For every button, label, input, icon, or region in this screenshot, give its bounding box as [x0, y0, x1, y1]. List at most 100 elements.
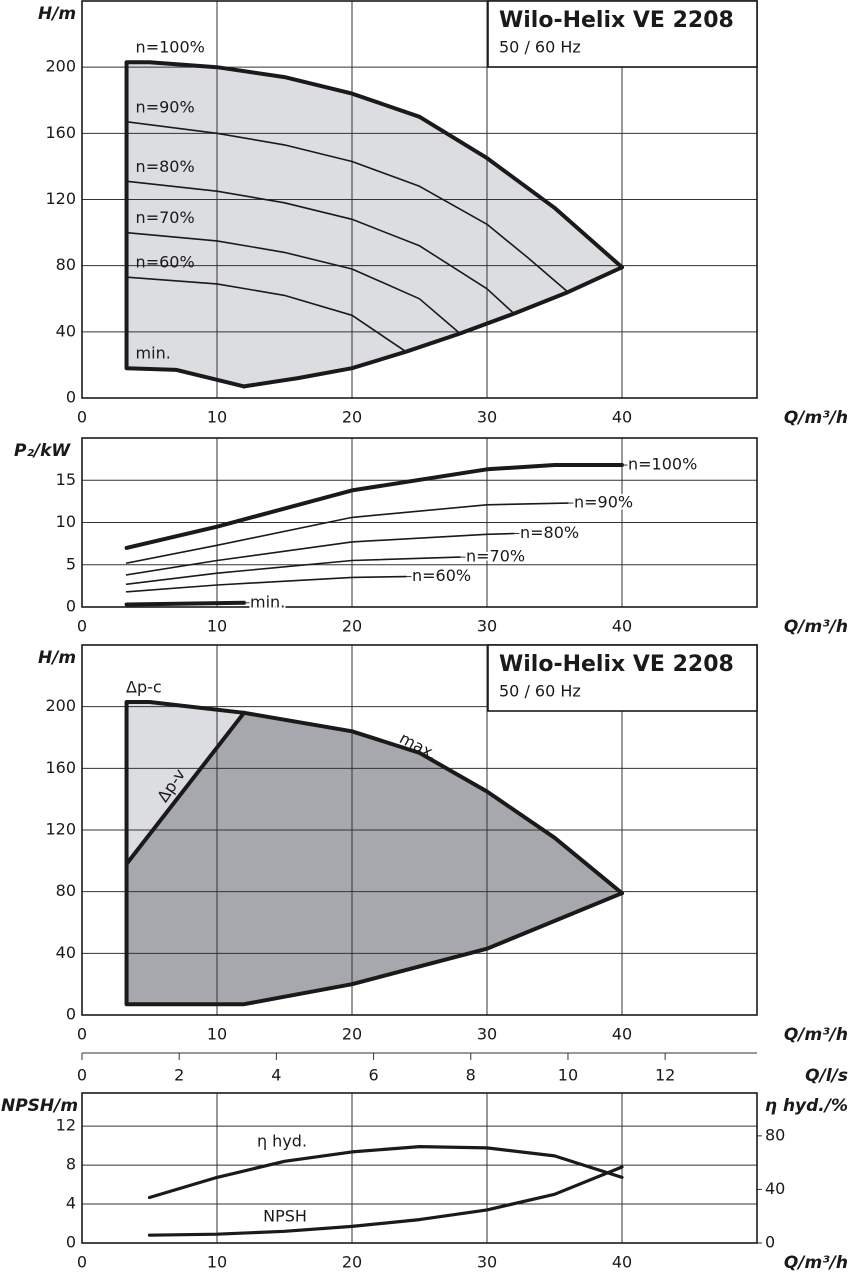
curve-label: n=80%: [520, 523, 579, 542]
curve-label: n=60%: [136, 253, 195, 272]
y2-tick-label: 0: [765, 1233, 775, 1252]
curve: [124, 60, 624, 270]
plot-frame: [81, 1092, 758, 1244]
curve: [124, 700, 624, 896]
x-tick-label: 30: [477, 617, 497, 636]
title-box: [487, 0, 758, 68]
curve: [147, 1145, 624, 1200]
y-tick-label: 40: [56, 943, 76, 962]
x-tick-label: 40: [612, 408, 632, 427]
curve: [124, 710, 246, 866]
y-tick-label: 12: [56, 1116, 76, 1135]
x-axis-label: Q/m³/h: [784, 1025, 848, 1045]
chart-title: Wilo-Helix VE 2208: [499, 8, 734, 33]
curve-label: n=90%: [136, 97, 195, 116]
curve: [124, 463, 624, 550]
y-tick-label: 0: [66, 1233, 76, 1252]
x-tick-label: 10: [207, 1253, 227, 1272]
y-tick-label: 4: [66, 1194, 76, 1213]
x-tick-label: 30: [477, 1025, 497, 1044]
y2-tick-label: 80: [765, 1125, 785, 1144]
curve: [242, 265, 624, 389]
curve-label: min.: [136, 344, 171, 363]
curve: [125, 121, 569, 293]
x-axis-label: Q/m³/h: [784, 617, 848, 637]
x-tick-label: 10: [207, 1025, 227, 1044]
x-tick-label: 40: [612, 617, 632, 636]
x-tick-label: 10: [207, 617, 227, 636]
operating-range: [126, 62, 622, 387]
y-axis-label: NPSH/m: [1, 1096, 78, 1116]
curve-label: n=100%: [628, 455, 697, 474]
x2-axis-label: Q/l/s: [805, 1066, 848, 1086]
x-tick-label: 0: [77, 1253, 87, 1272]
x2-tick-label: 12: [655, 1066, 675, 1085]
curve-label: n=70%: [136, 208, 195, 227]
y-tick-label: 80: [56, 255, 76, 274]
x-tick-label: 20: [342, 617, 362, 636]
x-tick-label: 40: [612, 1025, 632, 1044]
x2-tick-label: 4: [271, 1066, 281, 1085]
y-tick-label: 120: [45, 820, 76, 839]
y-tick-label: 10: [56, 512, 76, 531]
annotation: Δp-c: [126, 678, 162, 697]
curve-label: NPSH: [263, 1207, 307, 1226]
x-tick-label: 0: [77, 408, 87, 427]
curve-label: n=60%: [412, 566, 471, 585]
curve-label: n=80%: [136, 157, 195, 176]
curve: [147, 1165, 624, 1237]
y-axis-label: P₂/kW: [14, 441, 71, 461]
x-axis-label: Q/m³/h: [784, 408, 848, 428]
y-tick-label: 5: [66, 554, 76, 573]
x-tick-label: 10: [207, 408, 227, 427]
curve-label: n=70%: [466, 547, 525, 566]
y-axis-label: H/m: [38, 648, 76, 668]
y-tick-label: 200: [45, 57, 76, 76]
x2-tick-label: 6: [368, 1066, 378, 1085]
plot-frame: [81, 644, 758, 1016]
y-tick-label: 0: [66, 388, 76, 407]
curve: [124, 891, 624, 1007]
x-tick-label: 30: [477, 1253, 497, 1272]
chart-subtitle: 50 / 60 Hz: [499, 38, 581, 57]
x2-tick-label: 10: [558, 1066, 578, 1085]
y-tick-label: 160: [45, 123, 76, 142]
x-tick-label: 20: [342, 408, 362, 427]
y-tick-label: 15: [56, 470, 76, 489]
y-tick-label: 160: [45, 758, 76, 777]
y-tick-label: 80: [56, 881, 76, 900]
x2-tick-label: 0: [77, 1066, 87, 1085]
x2-tick-label: 8: [466, 1066, 476, 1085]
x-tick-label: 0: [77, 617, 87, 636]
x-tick-label: 30: [477, 408, 497, 427]
curve: [124, 600, 246, 607]
y-tick-label: 200: [45, 696, 76, 715]
y-axis-label: H/m: [38, 4, 76, 24]
curve: [125, 575, 407, 593]
curve-label: η hyd.: [257, 1132, 307, 1151]
x-tick-label: 20: [342, 1025, 362, 1044]
curve-label: n=100%: [136, 38, 205, 57]
y-tick-label: 120: [45, 189, 76, 208]
curve: [125, 556, 461, 585]
curve-label: n=90%: [574, 493, 633, 512]
curve-label: min.: [250, 592, 285, 611]
y2-axis-label: η hyd./%: [765, 1096, 848, 1116]
y-tick-label: 8: [66, 1155, 76, 1174]
x-tick-label: 20: [342, 1253, 362, 1272]
x-tick-label: 40: [612, 1253, 632, 1272]
y-tick-label: 0: [66, 1005, 76, 1024]
y-tick-label: 0: [66, 597, 76, 616]
dp-v-range: [126, 712, 622, 1005]
chart-title: Wilo-Helix VE 2208: [499, 652, 734, 677]
curve: [125, 532, 515, 576]
chart-subtitle: 50 / 60 Hz: [499, 682, 581, 701]
plot-frame: [81, 0, 758, 399]
curve: [125, 502, 569, 564]
curve: [125, 276, 407, 353]
y-tick-label: 40: [56, 321, 76, 340]
title-box: [487, 644, 758, 712]
x-axis-label: Q/m³/h: [784, 1253, 848, 1273]
x-tick-label: 0: [77, 1025, 87, 1044]
